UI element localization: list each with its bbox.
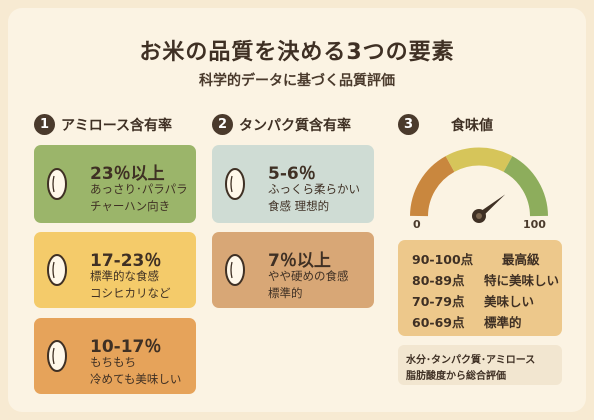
rice-grain-icon [224,253,246,287]
rice-grain-icon [46,339,68,373]
section-taste-heading: 3 食味値 [398,114,493,135]
amylose-mid-card: 17-23％ 標準的な食感 コシヒカリなど [34,232,196,308]
rice-grain-icon [46,253,68,287]
amylose-desc-1: あっさり･パラパラ [90,182,188,196]
amylose-value: 10-17％ [90,337,162,357]
section-title: アミロース含有率 [61,117,173,134]
amylose-desc-1: 標準的な食感 [90,269,159,283]
amylose-desc-2: 冷めても美味しい [90,372,182,386]
section-number-3: 3 [398,114,419,135]
taste-note-box: 水分･タンパク質･アミロース 脂肪酸度から総合評価 [398,345,562,385]
gauge-min-label: 0 [413,218,421,231]
rating-row: 90-100点 最高級 [412,252,540,267]
protein-high-card: 7％以上 やや硬めの食感 標準的 [212,232,374,308]
amylose-value: 23％以上 [90,164,165,184]
rating-row: 80-89点 特に美味しい [412,273,560,288]
note-line-2: 脂肪酸度から総合評価 [406,371,506,382]
taste-gauge [406,140,552,230]
protein-desc-2: 食感 理想的 [268,199,330,213]
section-number-2: 2 [212,114,233,135]
gauge-max-label: 100 [523,218,546,231]
protein-desc-1: やや硬めの食感 [268,269,349,283]
page-subtitle: 科学的データに基づく品質評価 [199,73,395,89]
protein-value: 7％以上 [268,251,331,271]
rice-grain-icon [46,167,68,201]
note-line-1: 水分･タンパク質･アミロース [406,355,536,366]
amylose-high-card: 23％以上 あっさり･パラパラ チャーハン向き [34,145,196,223]
protein-desc-2: 標準的 [268,286,303,300]
section-title: タンパク質含有率 [239,117,351,134]
section-title: 食味値 [451,117,493,134]
amylose-desc-2: コシヒカリなど [90,286,171,300]
page-title: お米の品質を決める3つの要素 [139,40,455,65]
protein-desc-1: ふっくら柔らかい [268,182,360,196]
taste-rating-box: 90-100点 最高級 80-89点 特に美味しい 70-79点 美味しい 60-69… [398,240,562,336]
protein-value: 5-6％ [268,164,316,184]
amylose-desc-2: チャーハン向き [90,199,171,213]
gauge-segment-low [410,156,455,217]
protein-low-card: 5-6％ ふっくら柔らかい 食感 理想的 [212,145,374,223]
section-number-1: 1 [34,114,55,135]
rice-grain-icon [224,167,246,201]
gauge-segment-high [503,156,548,217]
amylose-value: 17-23％ [90,251,162,271]
rating-row: 70-79点 美味しい [412,294,535,309]
amylose-desc-1: もちもち [90,355,136,369]
gauge-segment-mid [445,147,513,173]
amylose-low-card: 10-17％ もちもち 冷めても美味しい [34,318,196,394]
rating-row: 60-69点 標準的 [412,315,522,330]
section-protein-heading: 2 タンパク質含有率 [212,114,351,135]
section-amylose-heading: 1 アミロース含有率 [34,114,172,135]
